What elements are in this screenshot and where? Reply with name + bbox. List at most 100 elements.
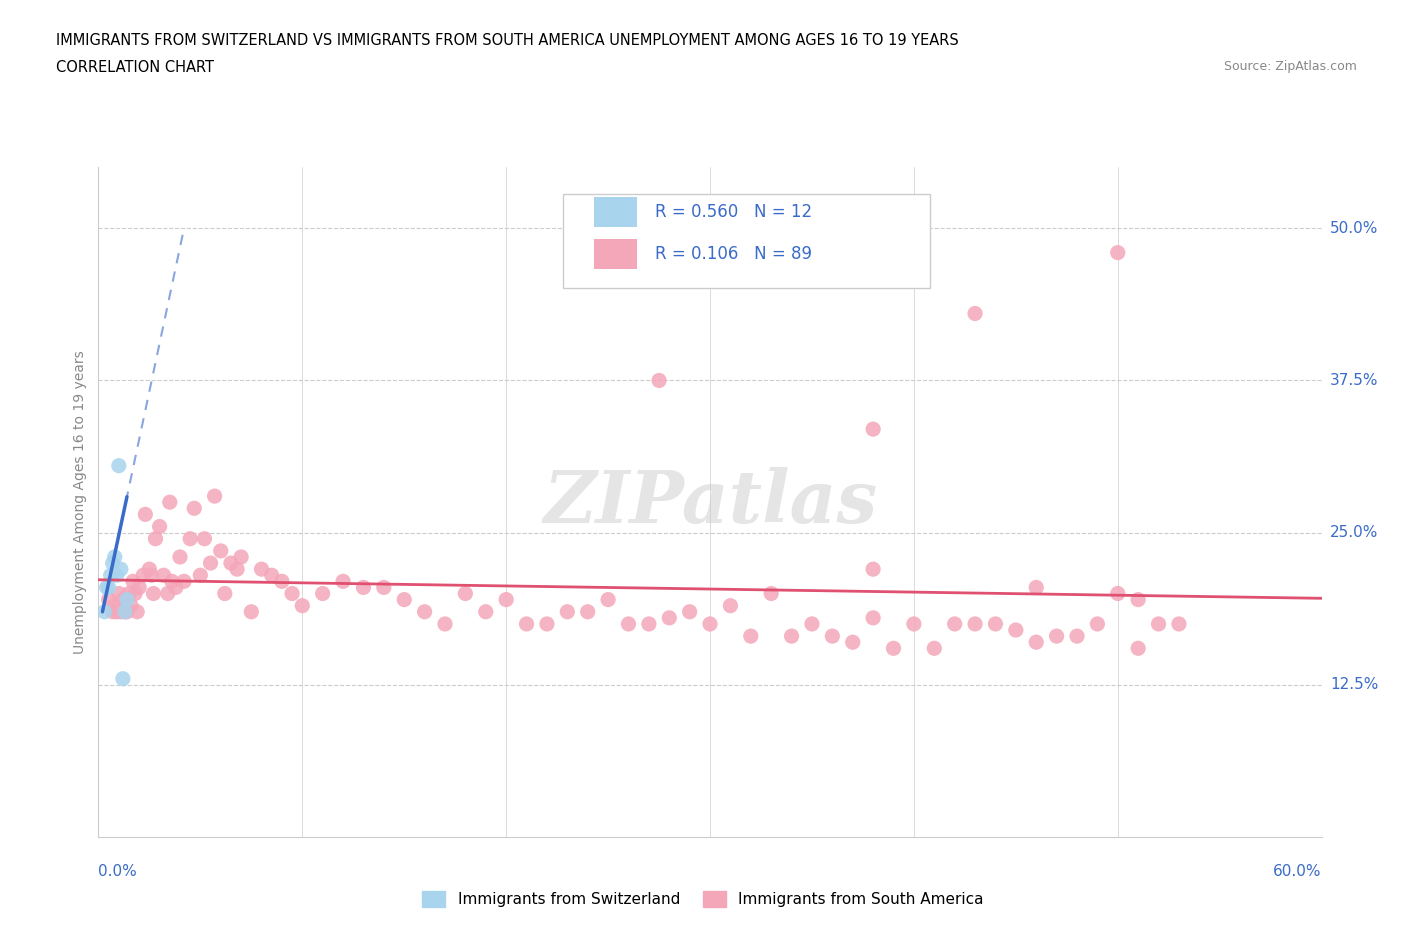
Point [120, 598, 142, 613]
Point [841, 635, 863, 650]
Point [576, 604, 599, 619]
Point [598, 592, 620, 607]
Point [160, 574, 183, 589]
Point [454, 586, 477, 601]
Point [250, 562, 273, 577]
Point [1128, 641, 1150, 656]
Point [145, 531, 167, 546]
Point [1147, 617, 1170, 631]
Point [1025, 580, 1047, 595]
Point [97, 592, 120, 607]
Point [352, 580, 374, 595]
Point [1128, 592, 1150, 607]
Point [127, 604, 149, 619]
Point [200, 555, 222, 570]
Point [132, 568, 155, 583]
Point [260, 568, 283, 583]
Point [965, 306, 987, 321]
Text: IMMIGRANTS FROM SWITZERLAND VS IMMIGRANTS FROM SOUTH AMERICA UNEMPLOYMENT AMONG : IMMIGRANTS FROM SWITZERLAND VS IMMIGRANT… [56, 33, 959, 47]
Point [1004, 622, 1026, 637]
Point [862, 421, 884, 436]
Point [122, 574, 145, 589]
Point [214, 586, 236, 601]
Point [1025, 635, 1047, 650]
Point [821, 629, 844, 644]
Point [943, 617, 966, 631]
Text: 0.0%: 0.0% [98, 864, 138, 879]
Point [516, 617, 538, 631]
Point [761, 586, 783, 601]
Point [281, 586, 304, 601]
Point [193, 531, 215, 546]
Point [118, 586, 141, 601]
Point [862, 562, 884, 577]
Point [699, 617, 721, 631]
Point [124, 586, 146, 601]
Point [231, 550, 253, 565]
Point [111, 592, 134, 607]
Point [104, 598, 127, 613]
Text: 12.5%: 12.5% [1330, 677, 1378, 692]
Point [1107, 586, 1129, 601]
FancyBboxPatch shape [593, 239, 637, 269]
Point [100, 568, 122, 583]
Point [141, 568, 163, 583]
Point [637, 617, 661, 631]
Point [474, 604, 498, 619]
Text: 60.0%: 60.0% [1274, 864, 1322, 879]
Text: Source: ZipAtlas.com: Source: ZipAtlas.com [1223, 60, 1357, 73]
Point [108, 458, 131, 473]
Y-axis label: Unemployment Among Ages 16 to 19 years: Unemployment Among Ages 16 to 19 years [73, 351, 87, 654]
Point [883, 641, 905, 656]
Point [392, 592, 416, 607]
Point [138, 562, 160, 577]
Point [159, 495, 181, 510]
Text: ZIPatlas: ZIPatlas [543, 467, 877, 538]
Point [169, 550, 191, 565]
Point [156, 586, 179, 601]
Text: 37.5%: 37.5% [1330, 373, 1378, 388]
Point [149, 519, 172, 534]
Point [679, 604, 702, 619]
Legend: Immigrants from Switzerland, Immigrants from South America: Immigrants from Switzerland, Immigrants … [416, 884, 990, 913]
Point [1085, 617, 1108, 631]
Point [128, 580, 150, 595]
Point [718, 598, 742, 613]
Point [104, 550, 127, 565]
Point [114, 604, 136, 619]
FancyBboxPatch shape [593, 196, 637, 227]
Point [617, 617, 640, 631]
Point [173, 574, 195, 589]
Point [204, 488, 226, 503]
Point [270, 574, 294, 589]
Point [110, 562, 132, 577]
Point [495, 592, 517, 607]
Point [183, 501, 205, 516]
Point [226, 562, 249, 577]
Point [648, 373, 671, 388]
Point [111, 671, 134, 686]
Point [1066, 629, 1088, 644]
Point [555, 604, 579, 619]
Point [115, 592, 138, 607]
Point [108, 586, 131, 601]
Text: 25.0%: 25.0% [1330, 525, 1378, 540]
Point [93, 604, 115, 619]
Point [922, 641, 945, 656]
Point [780, 629, 803, 644]
Point [105, 604, 128, 619]
FancyBboxPatch shape [564, 194, 931, 288]
Point [965, 617, 987, 631]
Point [101, 604, 124, 619]
Point [114, 604, 136, 619]
Point [105, 568, 128, 583]
Point [152, 568, 174, 583]
Point [110, 604, 132, 619]
Point [1107, 246, 1129, 260]
Point [219, 555, 242, 570]
Point [984, 617, 1007, 631]
Point [188, 568, 212, 583]
Point [97, 580, 120, 595]
Text: 50.0%: 50.0% [1330, 220, 1378, 236]
Point [801, 617, 824, 631]
